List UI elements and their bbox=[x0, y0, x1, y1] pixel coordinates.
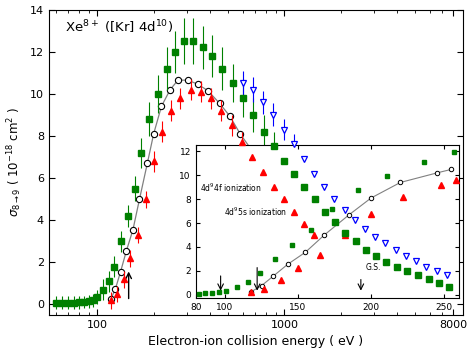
X-axis label: Electron-ion collision energy ( eV ): Electron-ion collision energy ( eV ) bbox=[148, 336, 364, 348]
Y-axis label: $\sigma_{8\rightarrow 9}$ ( 10$^{-18}$ cm$^{2}$ ): $\sigma_{8\rightarrow 9}$ ( 10$^{-18}$ c… bbox=[6, 107, 24, 217]
Text: Xe$^{8+}$ ([Kr] 4d$^{10}$): Xe$^{8+}$ ([Kr] 4d$^{10}$) bbox=[65, 19, 173, 36]
